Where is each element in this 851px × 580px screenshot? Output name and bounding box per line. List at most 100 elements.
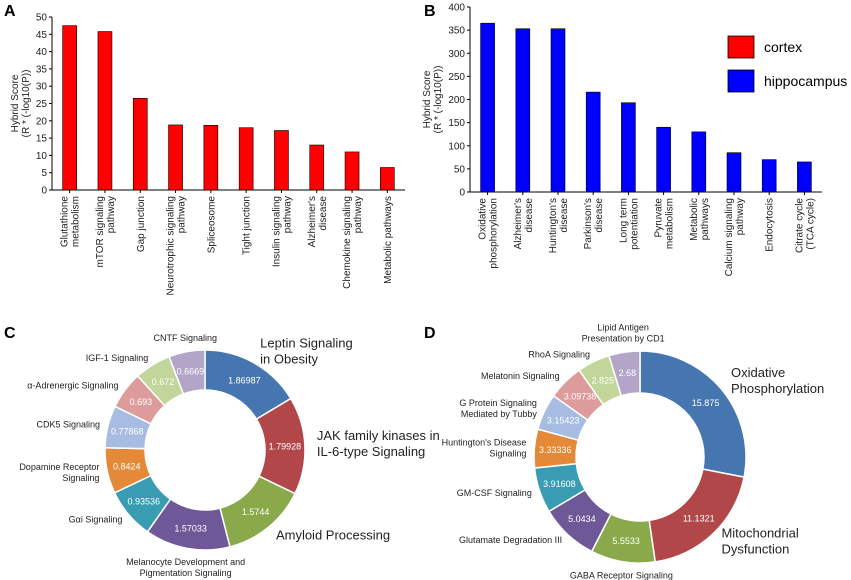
x-tick-label-line: Oxidative [478, 198, 489, 240]
x-tick-label-parkinson-s-disease: Parkinson'sdisease [583, 198, 605, 250]
bar-glutathione-metabolism [62, 25, 77, 191]
panel-d-donut-chart: D 15.875 Oxidative Phosphorylation 11.1321 Mi… [424, 322, 824, 580]
bar-parkinson-s-disease [585, 91, 601, 193]
legend-swatch-hippocampus [727, 69, 755, 93]
slice-label-g-i-signaling: Gαi Signaling [69, 515, 123, 525]
slice-value-cntf-signaling: 0.6669 [177, 366, 205, 376]
slice-label-line: Dysfunction [721, 541, 789, 556]
slice-label-adrenergic-signaling: α-Adrenergic Signaling [27, 380, 118, 390]
bar-alzheimer-s-disease [309, 144, 325, 191]
x-tick-label-alzheimer-s-disease: Alzheimer'sdisease [307, 196, 329, 248]
y-tick-label: 50 [454, 164, 466, 175]
bar-tight-junction [238, 127, 254, 191]
x-tick-label-oxidative-phosphorylation: Oxidativephosphorylation [478, 198, 500, 269]
slice-label-line: GABA Receptor Signaling [570, 570, 673, 580]
x-tick-label-spliceosome: Spliceosome [206, 196, 217, 254]
x-tick-label-line: Citrate cycle [794, 198, 805, 253]
slice-label-line: CDK5 Signaling [36, 420, 100, 430]
slice-label-line: Huntington's Disease [442, 437, 527, 447]
slice-label-line: Presentation by CD1 [582, 333, 665, 343]
slice-label-amyloid-processing: Amyloid Processing [276, 528, 390, 543]
y-tick-label: 300 [448, 49, 465, 60]
x-tick-label-line: disease [318, 196, 329, 231]
slice-value-dopamine-receptor-signaling: 0.8424 [113, 462, 141, 472]
slice-value-huntington-s-disease-signaling: 3.33336 [539, 445, 572, 455]
x-tick-label-line: Insulin signaling [271, 196, 282, 267]
slice-label-line: Oxidative [731, 365, 785, 380]
x-tick-label-line: metabolism [71, 196, 82, 247]
slice-label-line: IL-6-type Signaling [317, 444, 425, 459]
x-tick-label-metabolic-pathways: Metabolic pathways [383, 196, 394, 284]
slice-value-gm-csf-signaling: 3.91608 [543, 479, 576, 489]
slice-label-rhoa-signaling: RhoA Signaling [528, 350, 590, 360]
x-tick-label-line: pathway [106, 196, 117, 233]
y-tick-label: 5 [41, 168, 47, 179]
bar-spliceosome [203, 124, 219, 191]
slice-label-melanocyte-development-and-pigmentation-signaling: Melanocyte Development and Pigmentation S… [126, 557, 245, 578]
slice-label-line: Mitochondrial [721, 525, 798, 540]
slice-label-cdk5-signaling: CDK5 Signaling [36, 420, 100, 430]
x-tick-label-huntington-s-disease: Huntington'sdisease [548, 198, 570, 254]
x-tick-label-line: disease [594, 198, 605, 233]
bar-calcium-signaling-pathway [726, 152, 742, 193]
slice-label-line: Melatonin Signaling [481, 371, 560, 381]
slice-value-jak-family-kinases-in-il-6-type-signaling: 1.79928 [269, 441, 302, 451]
slice-label-jak-family-kinases-in-il-6-type-signaling: JAK family kinases in IL-6-type Signaling [317, 428, 440, 459]
x-tick-label-long-term-potentiation: Long termpotentiation [618, 198, 640, 250]
bar-insulin-signaling-pathway [274, 130, 289, 191]
x-tick-label-line: disease [524, 198, 535, 233]
x-tick-label-line: phosphorylation [489, 198, 500, 269]
slice-label-g-protein-signaling-mediated-by-tubby: G Protein Signaling Mediated by Tubby [459, 398, 537, 419]
slice-label-line: Dopamine Receptor [19, 462, 99, 472]
slice-label-line: GM-CSF Signaling [457, 488, 532, 498]
x-tick-label-line: metabolism [665, 198, 676, 249]
slice-label-line: in Obesity [260, 352, 318, 367]
x-tick-label-line: Pyruvate [654, 198, 665, 238]
slice-value-igf-1-signaling: 0.672 [152, 377, 175, 387]
y-tick-label: 350 [448, 26, 465, 37]
bar-oxidative-phosphorylation [480, 22, 495, 193]
x-tick-label-line: Neurotrophic signaling [166, 196, 177, 296]
slice-value-leptin-signaling-in-obesity: 1.86987 [228, 375, 261, 385]
x-tick-label-line: mTOR signaling [95, 196, 106, 268]
x-tick-label-line: (TCA cycle) [805, 198, 816, 250]
x-tick-label-line: Metabolic pathways [383, 196, 394, 284]
slice-value-oxidative-phosphorylation: 15.875 [692, 398, 720, 408]
slice-cntf-signaling [168, 349, 206, 395]
slice-label-mitochondrial-dysfunction: Mitochondrial Dysfunction [721, 525, 798, 556]
slice-label-line: IGF-1 Signaling [86, 353, 149, 363]
slice-label-glutamate-degradation-iii: Glutamate Degradation III [459, 535, 562, 545]
slice-label-gm-csf-signaling: GM-CSF Signaling [457, 488, 532, 498]
y-tick-label: 20 [36, 116, 48, 127]
slice-label-leptin-signaling-in-obesity: Leptin Signaling in Obesity [260, 336, 353, 367]
x-tick-label-metabolic-pathways: Metabolicpathways [689, 198, 711, 241]
slice-value-glutamate-degradation-iii: 5.0434 [568, 514, 596, 524]
panel-c-donut-chart: C 1.86987 Leptin Signaling in Obesity 1.7992… [4, 325, 440, 578]
panel-a-bar-chart: A Hybrid Score(R * (-log10(P)) 0 5 10 15 20 25 3… [4, 3, 405, 296]
x-tick-label-line: Spliceosome [206, 196, 217, 254]
legend-swatch-cortex [727, 35, 755, 59]
y-axis-label-line2: (R * (-log10(P)) [21, 70, 32, 138]
bar-huntington-s-disease [550, 28, 566, 193]
x-tick-label-line: pathway [282, 196, 293, 233]
panel-b-bar-chart: B Hybrid Score(R * (-log10(P)) 0 50 100 150 20… [422, 3, 847, 277]
slice-value-lipid-antigen-presentation-by-cd1: 2.68 [619, 368, 637, 378]
x-tick-label-line: Metabolic [689, 198, 700, 241]
x-tick-label-chemokine-signaling-pathway: Chemokine signalingpathway [342, 196, 364, 289]
slice-value-melatonin-signaling: 3.09738 [564, 392, 597, 402]
y-tick-label: 200 [448, 95, 465, 106]
slice-label-cntf-signaling: CNTF Signaling [154, 333, 218, 343]
bar-endocytosis [761, 159, 777, 193]
y-axis-label-line2: (R * (-log10(P)) [433, 66, 444, 134]
x-tick-label-line: potentiation [629, 198, 640, 250]
x-tick-label-line: Chemokine signaling [342, 196, 353, 289]
x-tick-label-tight-junction: Tight junction [242, 196, 253, 255]
x-tick-label-line: pathways [700, 198, 711, 240]
y-axis-label-line1: Hybrid Score [422, 70, 433, 128]
x-tick-label-line: pathway [735, 198, 746, 235]
x-tick-label-line: Alzheimer's [513, 198, 524, 249]
slice-label-lipid-antigen-presentation-by-cd1: Lipid Antigen Presentation by CD1 [582, 322, 665, 343]
y-tick-label: 50 [36, 13, 48, 24]
x-tick-label-pyruvate-metabolism: Pyruvatemetabolism [654, 198, 676, 250]
y-axis-label: Hybrid Score(R * (-log10(P)) [422, 66, 444, 134]
